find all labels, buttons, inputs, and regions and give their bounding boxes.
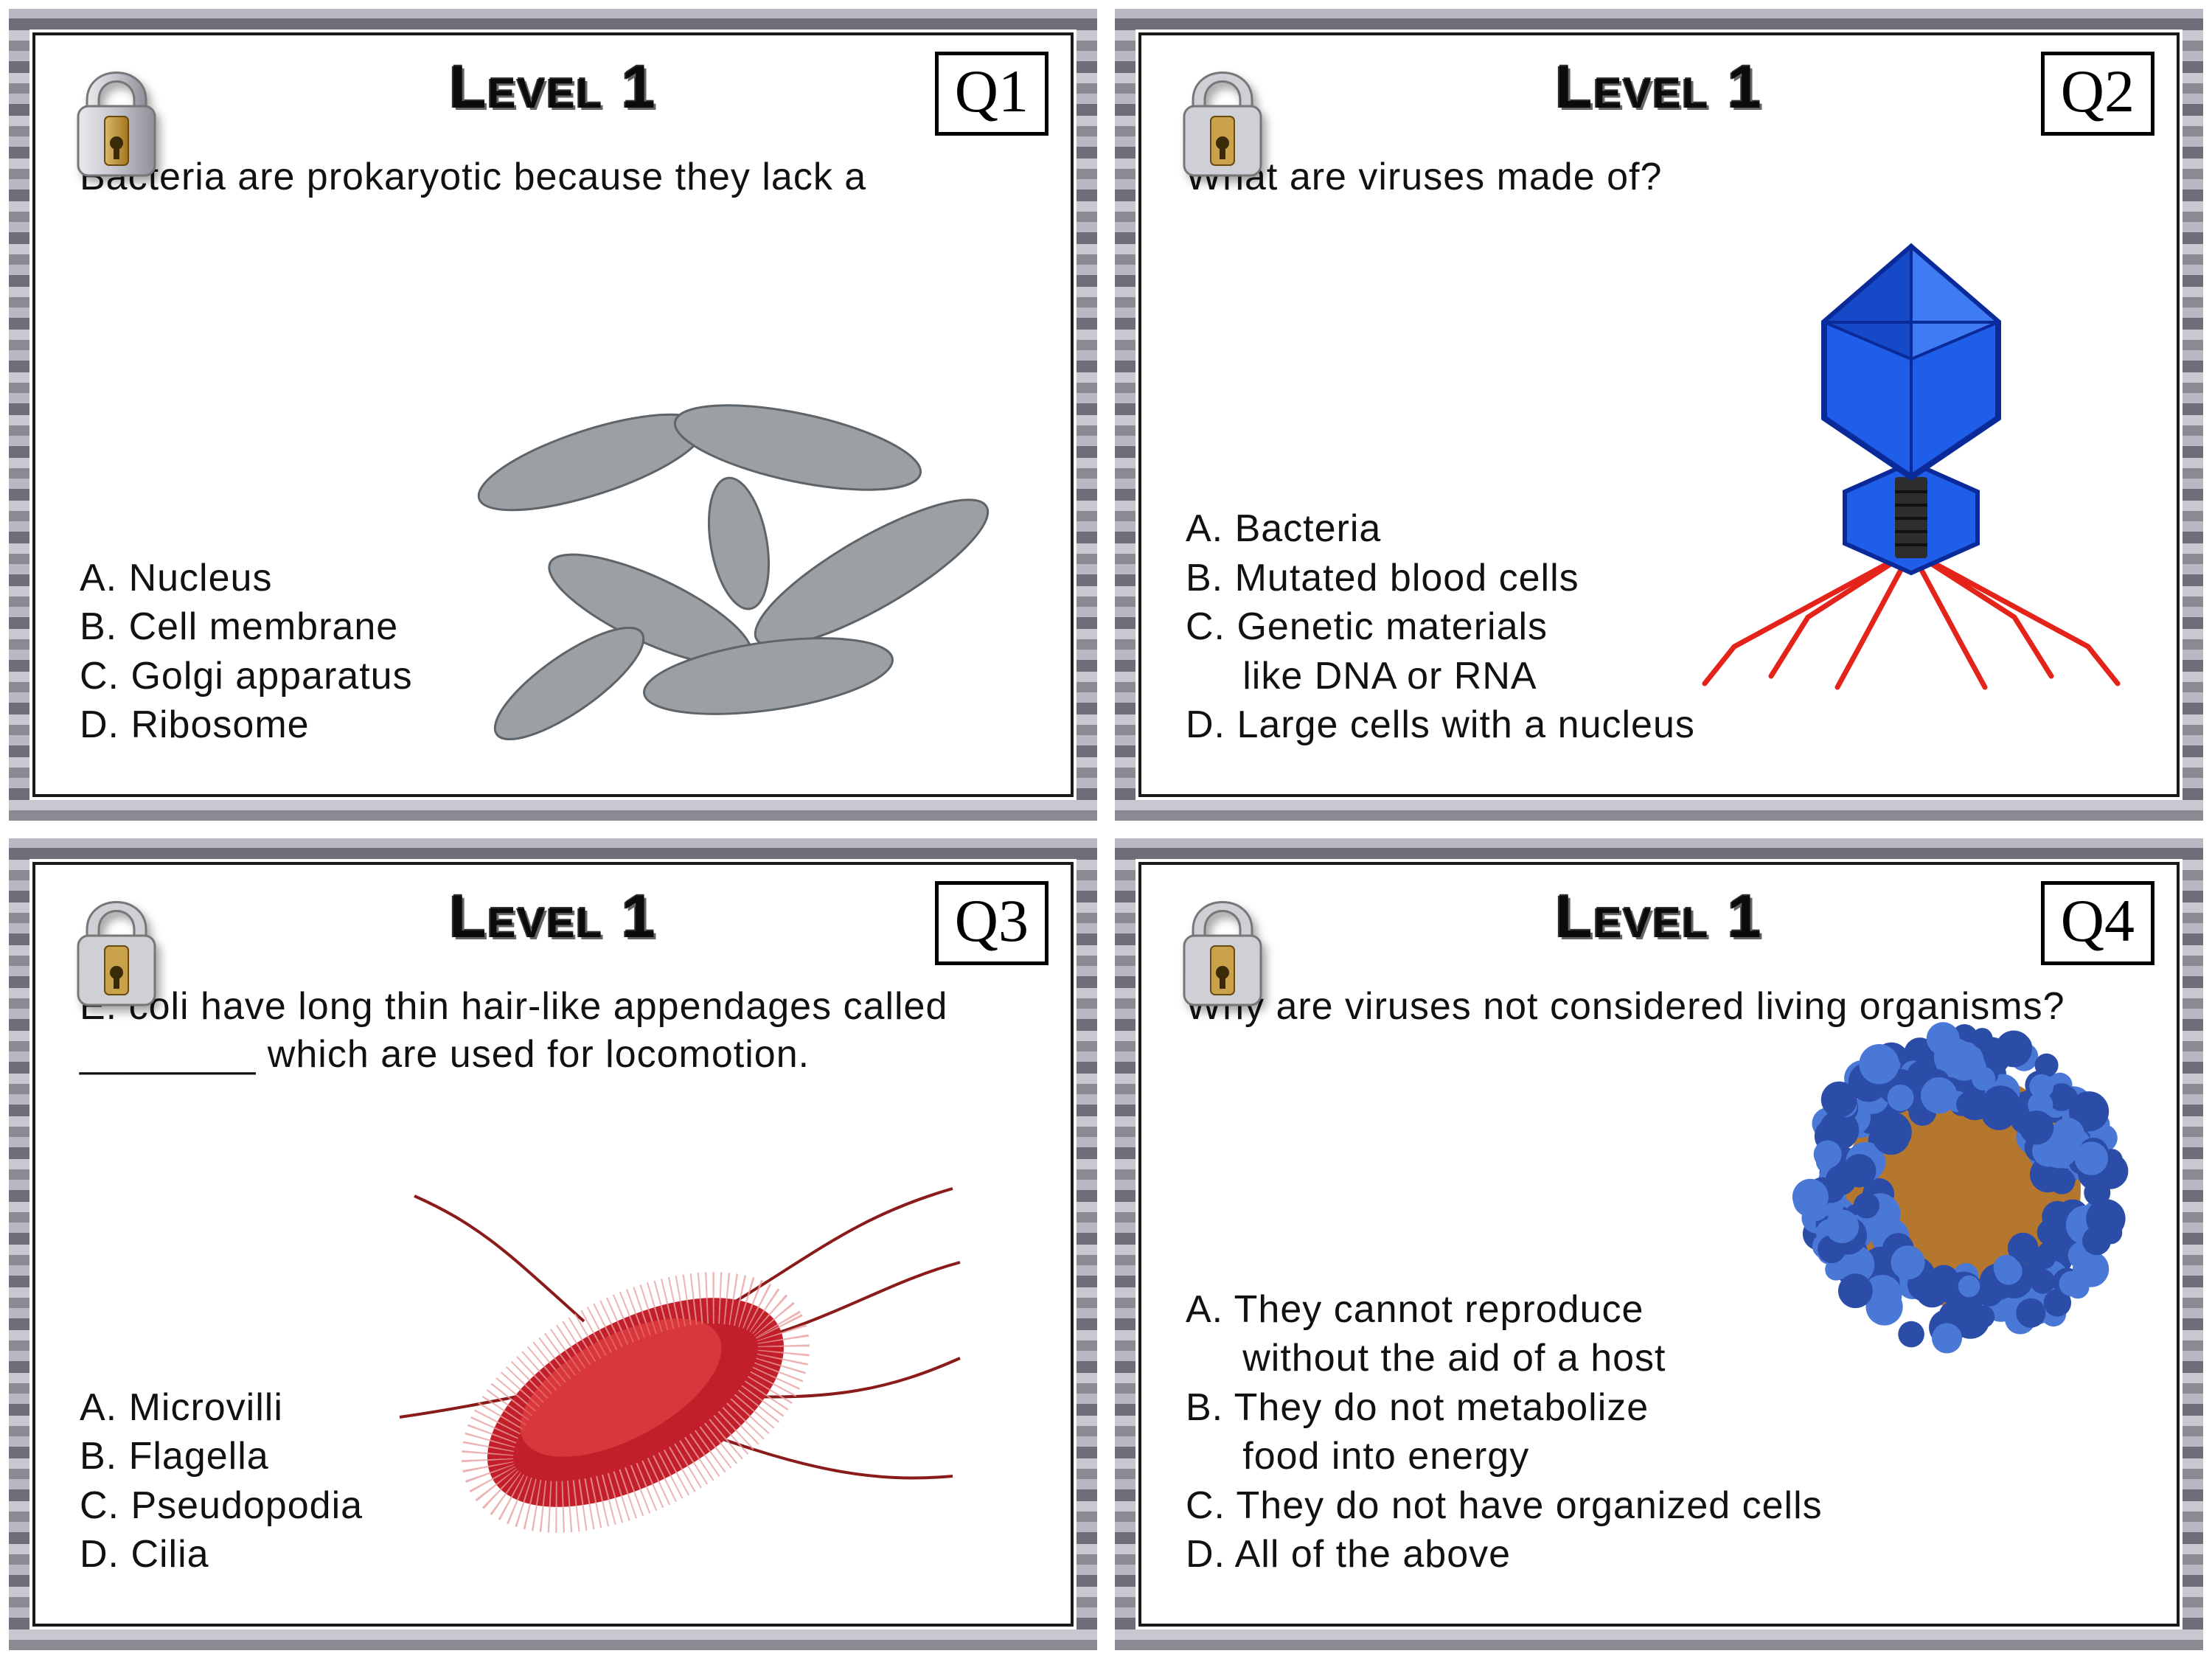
answer-option: B. Mutated blood cells: [1186, 554, 1695, 603]
answer-option: D. Ribosome: [80, 700, 413, 750]
task-card: Level 1 Q3 E. coli have long thin hair-l…: [0, 830, 1106, 1659]
answer-option: A. They cannot reproduce without the aid…: [1186, 1285, 1823, 1383]
answer-option: C. They do not have organized cells: [1186, 1481, 1823, 1531]
card-grid: Level 1 Q1 Bacteria are prokaryotic beca…: [0, 0, 2212, 1659]
illustration-bacteriophage: [1690, 234, 2132, 691]
question-text: Bacteria are prokaryotic because they la…: [80, 153, 1026, 201]
lock-icon: [65, 49, 168, 181]
lock-icon: [65, 878, 168, 1011]
task-card: Level 1 Q4 Why are viruses not considere…: [1106, 830, 2212, 1659]
answer-option: C. Genetic materials like DNA or RNA: [1186, 602, 1695, 700]
answer-option: B. They do not metabolize food into ener…: [1186, 1383, 1823, 1481]
answer-list: A. They cannot reproduce without the aid…: [1186, 1285, 1823, 1579]
question-number-box: Q4: [2041, 881, 2154, 965]
question-number-box: Q3: [935, 881, 1048, 965]
card-inner: Level 1 Q1 Bacteria are prokaryotic beca…: [32, 32, 1074, 797]
answer-option: B. Cell membrane: [80, 602, 413, 652]
question-number-box: Q2: [2041, 52, 2154, 136]
answer-option: B. Flagella: [80, 1432, 363, 1481]
level-title: Level 1: [1555, 53, 1762, 122]
answer-list: A. BacteriaB. Mutated blood cellsC. Gene…: [1186, 504, 1695, 750]
question-number-box: Q1: [935, 52, 1048, 136]
level-title: Level 1: [1555, 883, 1762, 952]
question-text: What are viruses made of?: [1186, 153, 2132, 201]
task-card: Level 1 Q1 Bacteria are prokaryotic beca…: [0, 0, 1106, 830]
illustration-ecoli: [392, 1159, 967, 1587]
card-inner: Level 1 Q3 E. coli have long thin hair-l…: [32, 862, 1074, 1627]
answer-option: A. Nucleus: [80, 554, 413, 603]
answer-option: D. Large cells with a nucleus: [1186, 700, 1695, 750]
illustration-virus: [1786, 1012, 2140, 1366]
lock-icon: [1171, 49, 1274, 181]
answer-option: D. Cilia: [80, 1530, 363, 1579]
answer-list: A. MicrovilliB. FlagellaC. PseudopodiaD.…: [80, 1383, 363, 1579]
level-title: Level 1: [449, 53, 656, 122]
card-inner: Level 1 Q4 Why are viruses not considere…: [1138, 862, 2180, 1627]
answer-list: A. NucleusB. Cell membraneC. Golgi appar…: [80, 554, 413, 750]
question-text: Why are viruses not considered living or…: [1186, 983, 2132, 1031]
lock-icon: [1171, 878, 1274, 1011]
task-card: Level 1 Q2 What are viruses made of? A. …: [1106, 0, 2212, 830]
illustration-bacteria: [459, 366, 1019, 750]
answer-option: A. Bacteria: [1186, 504, 1695, 554]
question-text: E. coli have long thin hair-like appenda…: [80, 983, 1026, 1079]
answer-option: C. Pseudopodia: [80, 1481, 363, 1531]
card-inner: Level 1 Q2 What are viruses made of? A. …: [1138, 32, 2180, 797]
level-title: Level 1: [449, 883, 656, 952]
answer-option: C. Golgi apparatus: [80, 652, 413, 701]
answer-option: D. All of the above: [1186, 1530, 1823, 1579]
answer-option: A. Microvilli: [80, 1383, 363, 1433]
